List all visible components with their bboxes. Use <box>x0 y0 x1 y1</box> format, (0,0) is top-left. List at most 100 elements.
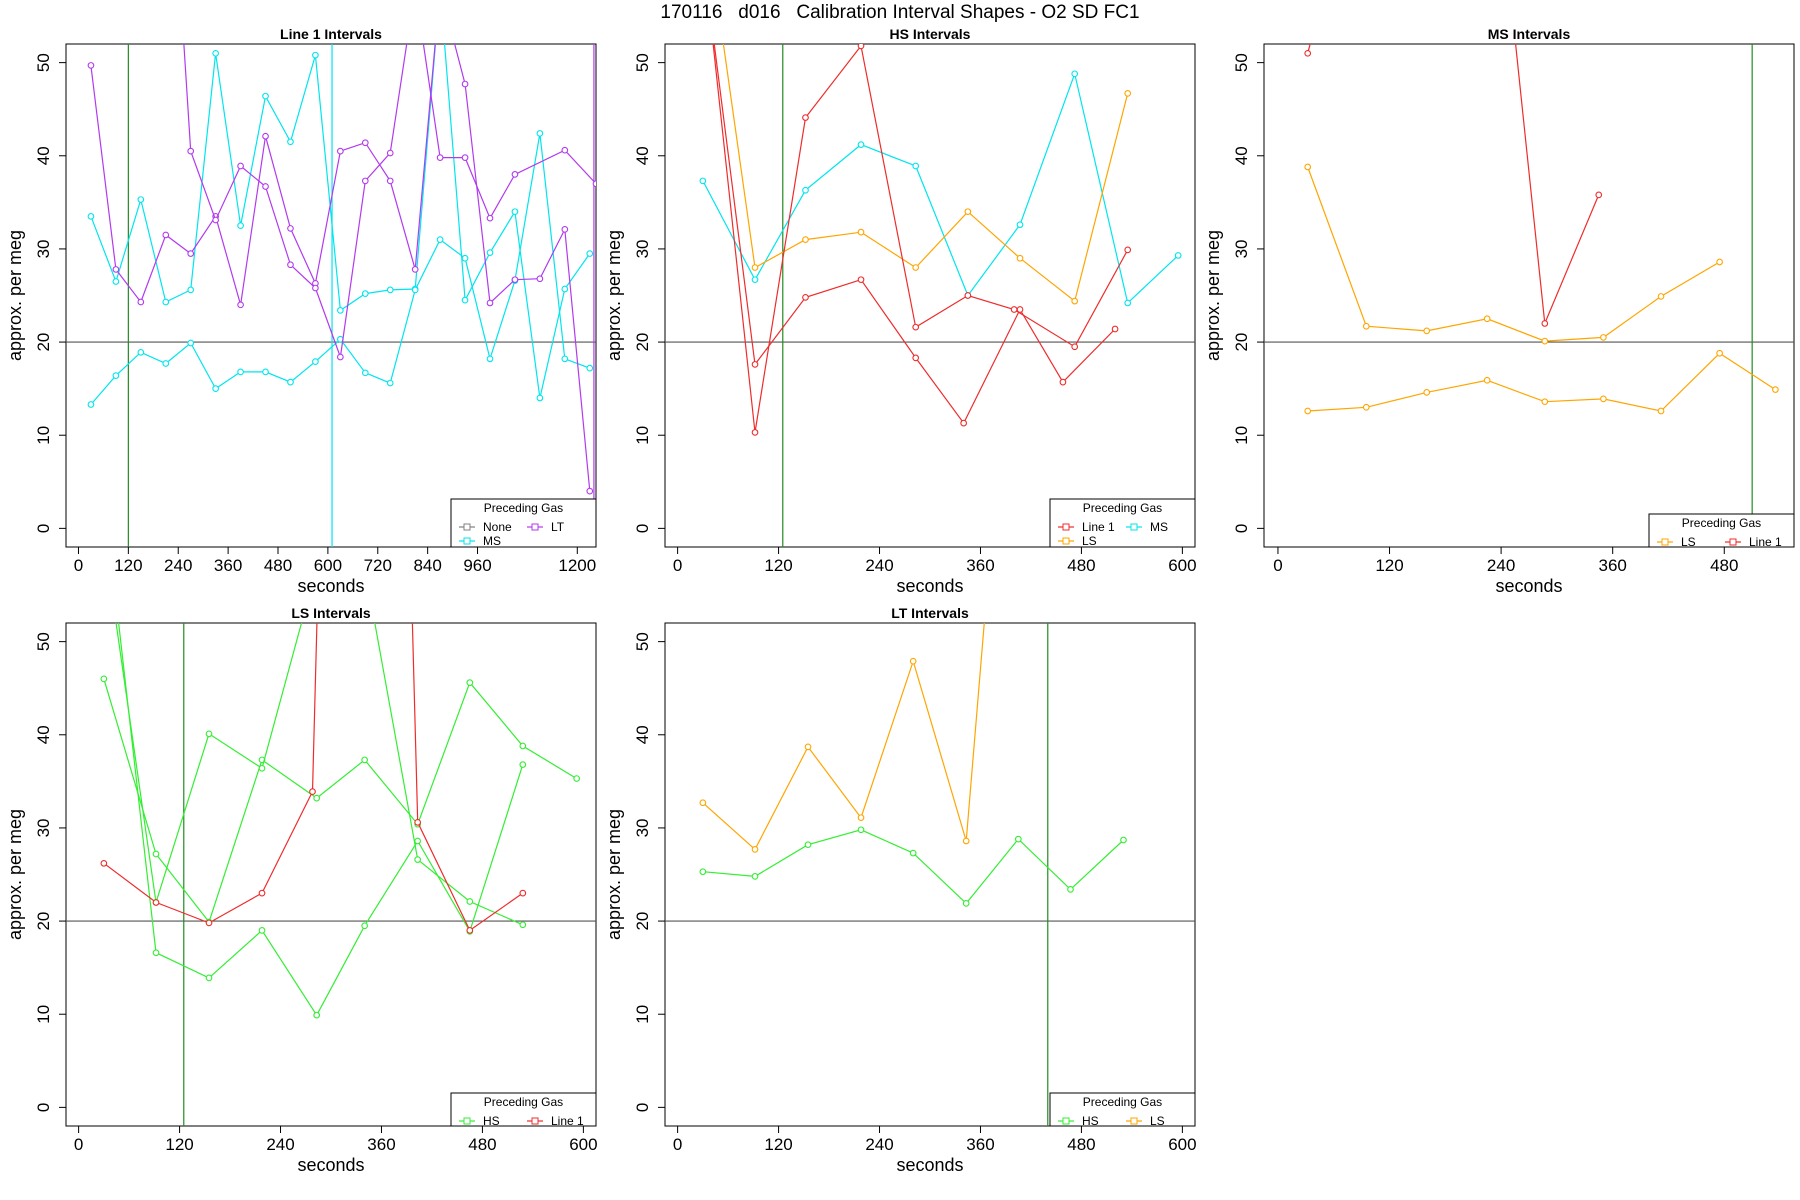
x-tick-label: 240 <box>164 556 192 575</box>
legend-swatch-marker <box>1062 1117 1070 1125</box>
data-point <box>1595 191 1603 199</box>
legend-entry-label: HS <box>483 1114 500 1128</box>
data-point <box>100 859 108 867</box>
data-point <box>699 177 707 185</box>
y-tick-label: 50 <box>34 53 53 72</box>
data-point <box>262 368 269 376</box>
data-point <box>1362 403 1370 411</box>
data-point <box>962 900 970 907</box>
data-point <box>361 756 369 764</box>
data-point <box>561 226 569 233</box>
data-point <box>411 286 419 294</box>
y-tick-label: 10 <box>633 1005 652 1024</box>
legend-title: Preceding Gas <box>484 1095 563 1109</box>
data-point <box>312 358 319 365</box>
series-line-line-1 <box>712 44 1129 433</box>
series-line-line-1 <box>103 623 318 924</box>
legend-entry-label: HS <box>1082 1114 1099 1128</box>
data-point <box>1304 49 1312 57</box>
x-tick-label: 120 <box>165 1135 193 1154</box>
data-point <box>536 130 544 137</box>
data-point <box>112 372 120 379</box>
data-point <box>751 845 759 853</box>
data-point <box>536 275 544 283</box>
legend-title: Preceding Gas <box>1083 1095 1162 1109</box>
legend-entry-label: LS <box>1150 1114 1165 1128</box>
data-point <box>1304 163 1312 171</box>
y-tick-label: 30 <box>34 239 53 258</box>
series-line-hs <box>115 623 524 926</box>
y-axis-label: approx. per meg <box>5 230 25 361</box>
y-tick-label: 40 <box>34 146 53 165</box>
plot-frame <box>65 43 597 548</box>
data-point <box>1541 337 1549 345</box>
legend-swatch-marker <box>463 1117 471 1125</box>
x-tick-label: 0 <box>74 1135 83 1154</box>
data-point <box>258 764 266 772</box>
panel-title: MS Intervals <box>1488 26 1571 42</box>
y-tick-label: 20 <box>1232 333 1251 352</box>
data-point <box>1124 299 1132 307</box>
y-tick-label: 20 <box>633 912 652 931</box>
data-point <box>912 354 920 362</box>
data-point <box>187 250 195 257</box>
legend-swatch-marker <box>1729 538 1737 546</box>
series-line-line-1 <box>713 44 1116 425</box>
x-tick-label: 480 <box>1067 1135 1095 1154</box>
y-tick-label: 40 <box>1232 146 1251 165</box>
x-tick-label: 480 <box>468 1135 496 1154</box>
data-point <box>486 355 494 363</box>
data-point <box>105 564 111 570</box>
plot-frame <box>664 622 1196 1127</box>
data-point <box>511 208 519 216</box>
data-point <box>205 730 213 738</box>
legend: Preceding Gas HS LS <box>1049 1092 1196 1128</box>
data-point <box>386 379 394 387</box>
legend-box <box>450 1092 597 1127</box>
plot-area <box>66 564 596 1126</box>
x-tick-label: 480 <box>264 556 292 575</box>
y-tick-label: 50 <box>34 632 53 651</box>
data-point <box>751 429 759 436</box>
data-point <box>909 657 917 665</box>
x-tick-label: 0 <box>673 1135 682 1154</box>
data-point <box>751 276 759 284</box>
data-point <box>909 849 917 857</box>
data-point <box>466 898 474 905</box>
data-point <box>137 348 145 356</box>
legend-swatch-marker <box>1062 537 1070 545</box>
x-tick-label: 0 <box>1273 556 1282 575</box>
data-point <box>152 899 160 906</box>
data-point <box>1600 395 1607 403</box>
data-point <box>804 743 812 751</box>
y-tick-label: 50 <box>633 53 652 72</box>
data-point <box>1772 386 1779 393</box>
data-point <box>804 841 812 849</box>
legend-box <box>1049 1092 1196 1127</box>
data-point <box>857 141 865 148</box>
y-tick-label: 0 <box>34 524 53 533</box>
data-point <box>386 177 394 185</box>
data-point <box>486 214 494 222</box>
data-point <box>1362 322 1370 330</box>
x-tick-label: 240 <box>1487 556 1515 575</box>
legend-swatch-marker <box>1661 538 1669 546</box>
data-point <box>262 183 269 190</box>
x-tick-label: 960 <box>463 556 491 575</box>
data-point <box>1716 349 1723 357</box>
data-point <box>361 139 369 147</box>
data-point <box>461 254 469 262</box>
chart-panel-1: Line 1 Intervals 0 120 240 360 480 600 720 840 96… <box>5 26 597 596</box>
data-point <box>237 301 244 309</box>
data-point <box>751 264 759 271</box>
data-point <box>137 196 145 203</box>
x-tick-label: 360 <box>1598 556 1626 575</box>
legend-title: Preceding Gas <box>484 501 563 515</box>
data-point <box>361 922 369 930</box>
legend-entry-label: MS <box>483 534 501 548</box>
data-point <box>100 675 108 683</box>
data-point <box>912 162 920 170</box>
y-tick-label: 0 <box>34 1103 53 1112</box>
plot-area <box>665 623 1195 1126</box>
